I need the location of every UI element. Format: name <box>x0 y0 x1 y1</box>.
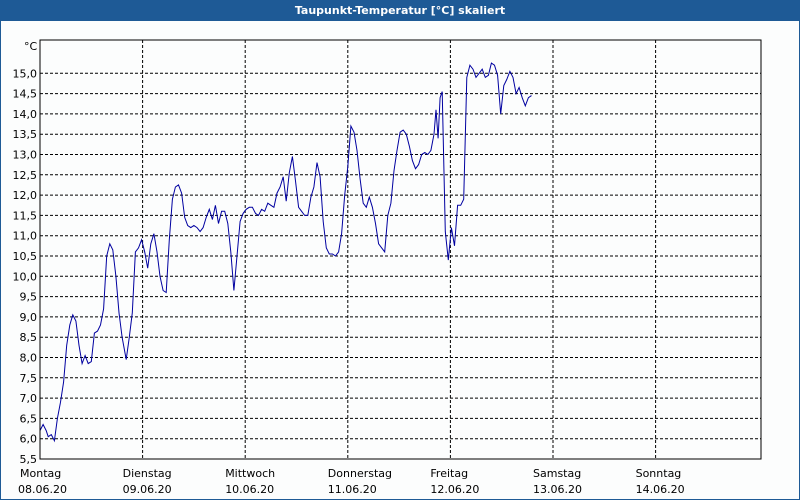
y-tick-label: 6,0 <box>20 433 38 446</box>
x-tick-date: 10.06.20 <box>225 483 274 496</box>
x-tick-date: 14.06.20 <box>636 483 685 496</box>
chart-title: Taupunkt-Temperatur [°C] skaliert <box>1 1 799 21</box>
y-tick-label: 15,0 <box>13 67 38 80</box>
y-tick-label: 9,5 <box>20 291 38 304</box>
y-tick-label: 9,0 <box>20 311 38 324</box>
x-tick-day: Freitag <box>430 467 468 480</box>
y-tick-label: 11,5 <box>13 209 38 222</box>
y-tick-label: 14,5 <box>13 88 38 101</box>
x-tick-day: Samstag <box>533 467 581 480</box>
x-tick-day: Donnerstag <box>328 467 392 480</box>
x-tick-labels: Montag 08.06.20 Dienstag 09.06.20 Mittwoch 10… <box>18 467 685 496</box>
grid <box>40 40 761 459</box>
plot-frame <box>39 39 762 460</box>
y-tick-labels: 15,0 14,5 14,0 13,5 13,0 12,5 12,0 11,5 11,0 10,5… <box>13 67 38 466</box>
y-tick-label: 13,0 <box>13 149 38 162</box>
series-line <box>39 62 532 443</box>
x-tick-day: Montag <box>20 467 61 480</box>
y-tick-label: 8,5 <box>20 331 38 344</box>
x-tick-day: Sonntag <box>636 467 682 480</box>
y-tick-label: 14,0 <box>13 108 38 121</box>
y-tick-label: 10,5 <box>13 250 38 263</box>
y-tick-label: 10,0 <box>13 270 38 283</box>
dewpoint-chart: 15,0 14,5 14,0 13,5 13,0 12,5 12,0 11,5 11,0 10,5… <box>13 39 762 496</box>
x-tick-date: 11.06.20 <box>328 483 377 496</box>
x-tick-day: Dienstag <box>123 467 172 480</box>
y-tick-label: 7,5 <box>20 372 38 385</box>
y-unit-label: °C <box>24 40 38 53</box>
x-tick-date: 08.06.20 <box>18 483 67 496</box>
x-tick-date: 09.06.20 <box>123 483 172 496</box>
y-tick-label: 12,5 <box>13 169 38 182</box>
x-tick-date: 12.06.20 <box>430 483 479 496</box>
y-tick-label: 7,0 <box>20 392 38 405</box>
x-tick-date: 13.06.20 <box>533 483 582 496</box>
y-tick-label: 8,0 <box>20 352 38 365</box>
y-tick-label: 5,5 <box>20 453 38 466</box>
y-tick-label: 12,0 <box>13 189 38 202</box>
x-tick-day: Mittwoch <box>225 467 275 480</box>
y-tick-label: 6,5 <box>20 412 38 425</box>
y-tick-label: 13,5 <box>13 128 38 141</box>
y-tick-label: 11,0 <box>13 230 38 243</box>
